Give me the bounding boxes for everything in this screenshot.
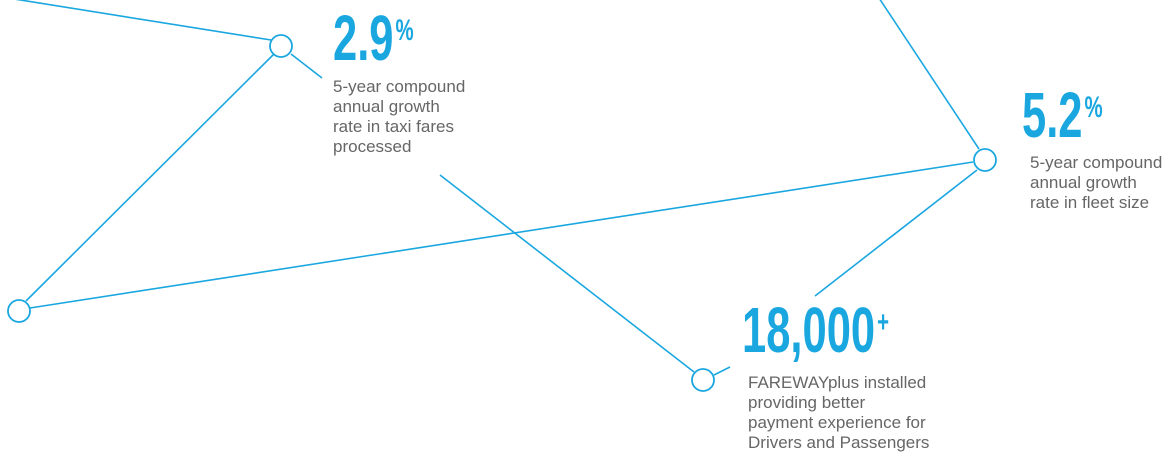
connector bbox=[25, 53, 275, 302]
stat-description: FAREWAYplus installed bbox=[748, 373, 926, 392]
stat-suffix: + bbox=[877, 306, 889, 339]
stat-description: providing better bbox=[748, 393, 866, 412]
node bbox=[691, 368, 715, 392]
connector bbox=[814, 169, 978, 297]
node bbox=[269, 34, 293, 58]
connector bbox=[290, 53, 323, 79]
node bbox=[7, 299, 31, 323]
stat-value: 5.2 bbox=[1022, 79, 1082, 152]
network-lines bbox=[7, 0, 997, 392]
node bbox=[973, 148, 997, 172]
stat-description: payment experience for bbox=[748, 413, 926, 432]
stat-value: 18,000 bbox=[742, 294, 875, 367]
stat-number: 5.2% bbox=[1022, 79, 1103, 152]
stat-description: processed bbox=[333, 137, 411, 156]
stat-number: 18,000+ bbox=[742, 294, 889, 367]
connector bbox=[439, 174, 695, 373]
stat-suffix: % bbox=[396, 14, 414, 47]
stat-description: annual growth bbox=[1030, 173, 1137, 192]
stat-description: Drivers and Passengers bbox=[748, 433, 929, 452]
connector bbox=[879, 0, 980, 150]
connector bbox=[713, 366, 731, 376]
stat-description: 5-year compound bbox=[333, 77, 465, 96]
stat-number: 2.9% bbox=[333, 2, 414, 75]
connector bbox=[29, 161, 974, 309]
stat-suffix: % bbox=[1085, 91, 1103, 124]
stat-value: 2.9 bbox=[333, 2, 393, 75]
connector bbox=[15, 0, 272, 41]
stat-description: 5-year compound bbox=[1030, 153, 1162, 172]
stat-description: rate in taxi fares bbox=[333, 117, 454, 136]
stat-description: annual growth bbox=[333, 97, 440, 116]
stat-description: rate in fleet size bbox=[1030, 193, 1149, 212]
